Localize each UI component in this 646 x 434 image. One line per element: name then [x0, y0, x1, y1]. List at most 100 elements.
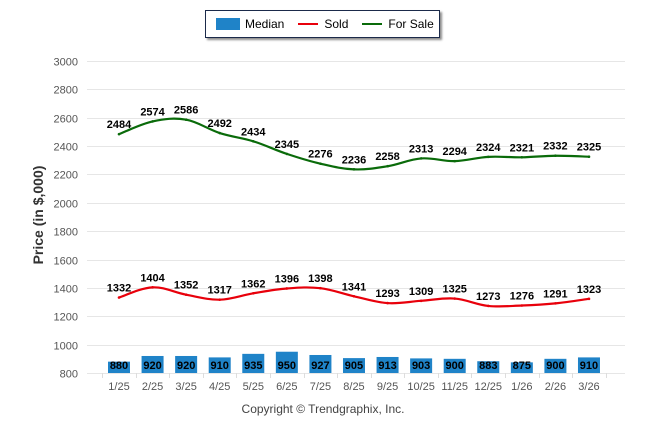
sold-data-label: 1352 [174, 280, 198, 292]
data-labels: 880 920 920 910 935 950 927 905 913 903 900 883 875 9… [107, 105, 601, 372]
legend-item-median[interactable]: Median [206, 17, 284, 31]
for-sale-data-label: 2321 [510, 142, 534, 154]
for-sale-data-label: 2258 [375, 151, 399, 163]
for-sale-data-label: 2313 [409, 143, 433, 155]
median-bar-label: 900 [446, 360, 464, 372]
for-sale-data-label: 2276 [308, 149, 332, 161]
median-bar-label: 880 [110, 360, 128, 372]
median-bar [175, 355, 198, 373]
for-sale-point [151, 120, 154, 123]
x-axis-ticks: 1/25 2/25 3/25 4/25 5/25 6/25 7/25 8/25 9/25 10/2… [102, 373, 607, 393]
median-bar [443, 358, 466, 373]
x-tick-label: 11/25 [441, 381, 468, 393]
for-sale-data-label: 2484 [107, 119, 132, 131]
y-tick-label: 2600 [54, 114, 78, 126]
median-bar-label: 910 [580, 360, 598, 372]
median-bar [309, 354, 332, 373]
y-axis-ticks: 800 1000 1200 1400 1600 1800 2000 2200 2400 2600 2… [54, 57, 78, 381]
sold-data-label: 1362 [241, 278, 265, 290]
for-sale-point [285, 152, 289, 156]
sold-point [117, 296, 121, 299]
median-bar-label: 950 [278, 360, 296, 372]
y-tick-label: 2800 [54, 85, 78, 97]
sold-data-label: 1404 [140, 272, 165, 284]
grid-lines [87, 61, 625, 374]
sold-data-label: 1323 [577, 284, 601, 296]
for-sale-line-icon [362, 23, 383, 25]
for-sale-data-label: 2294 [442, 146, 467, 158]
y-tick-label: 2400 [54, 142, 78, 154]
sold-point [285, 287, 289, 290]
sold-data-label: 1396 [275, 273, 299, 285]
for-sale-point [251, 139, 255, 143]
for-sale-data-label: 2345 [275, 139, 299, 151]
sold-data-label: 1309 [409, 286, 433, 298]
sold-point [554, 302, 557, 305]
y-tick-label: 1000 [54, 341, 78, 353]
for-sale-point [352, 168, 356, 171]
sold-data-label: 1273 [476, 291, 500, 303]
median-bars [108, 351, 600, 373]
sold-point [453, 297, 457, 300]
for-sale-point [486, 155, 490, 159]
for-sale-data-label: 2492 [207, 118, 231, 130]
median-bar [141, 355, 164, 373]
median-bar-label: 905 [345, 360, 363, 372]
sold-point [352, 294, 356, 298]
sold-data-label: 1398 [308, 273, 332, 285]
x-tick-label: 1/26 [511, 381, 532, 393]
for-sale-point [184, 118, 188, 122]
median-bar-label: 883 [479, 360, 497, 372]
median-bar [342, 358, 365, 373]
sold-data-label: 1341 [342, 281, 366, 293]
y-tick-label: 2000 [54, 199, 78, 211]
for-sale-point [419, 157, 423, 160]
y-axis-label: Price (in $,000) [30, 165, 46, 265]
sold-data-label: 1332 [107, 283, 131, 295]
for-sale-data-label: 2236 [342, 154, 366, 166]
sold-point [419, 299, 423, 303]
median-bar-label: 913 [378, 360, 396, 372]
median-bar-label: 900 [546, 360, 564, 372]
x-tick-label: 10/25 [407, 381, 435, 393]
for-sale-data-label: 2332 [543, 141, 567, 153]
for-sale-data-label: 2434 [241, 126, 266, 138]
sold-data-label: 1291 [543, 288, 567, 300]
x-tick-label: 3/26 [578, 381, 599, 393]
x-tick-label: 9/25 [377, 381, 398, 393]
median-bar-label: 920 [143, 360, 161, 372]
median-bar-label: 910 [211, 360, 229, 372]
x-tick-label: 3/25 [175, 381, 196, 393]
median-bar [208, 357, 231, 373]
sold-point [486, 304, 490, 308]
sold-point [251, 291, 255, 295]
median-bar [242, 353, 265, 373]
legend-label-median: Median [245, 17, 285, 31]
x-tick-label: 8/25 [343, 381, 364, 393]
legend-item-sold[interactable]: Sold [284, 17, 348, 31]
y-tick-label: 2200 [54, 170, 78, 182]
legend-label-sold: Sold [324, 17, 349, 31]
y-tick-label: 1600 [54, 256, 78, 268]
copyright-text: Copyright © Trendgraphix, Inc. [241, 402, 405, 416]
series-lines [117, 117, 591, 308]
legend-item-for-sale[interactable]: For Sale [348, 17, 434, 31]
for-sale-point [520, 155, 524, 159]
median-bar-label: 935 [244, 360, 262, 372]
median-bar [577, 357, 600, 373]
median-bar [108, 361, 130, 373]
x-tick-label: 5/25 [243, 381, 264, 393]
sold-point [587, 297, 591, 301]
for-sale-point [386, 164, 389, 168]
sold-point [386, 301, 389, 305]
sold-point [319, 286, 322, 290]
x-tick-label: 7/25 [310, 381, 331, 393]
x-tick-label: 6/25 [276, 381, 297, 393]
for-sale-point [554, 154, 557, 158]
for-sale-point [453, 159, 457, 163]
x-tick-label: 4/25 [209, 381, 230, 393]
for-sale-point [587, 155, 591, 159]
sold-point [218, 298, 222, 301]
median-bar [275, 351, 298, 373]
